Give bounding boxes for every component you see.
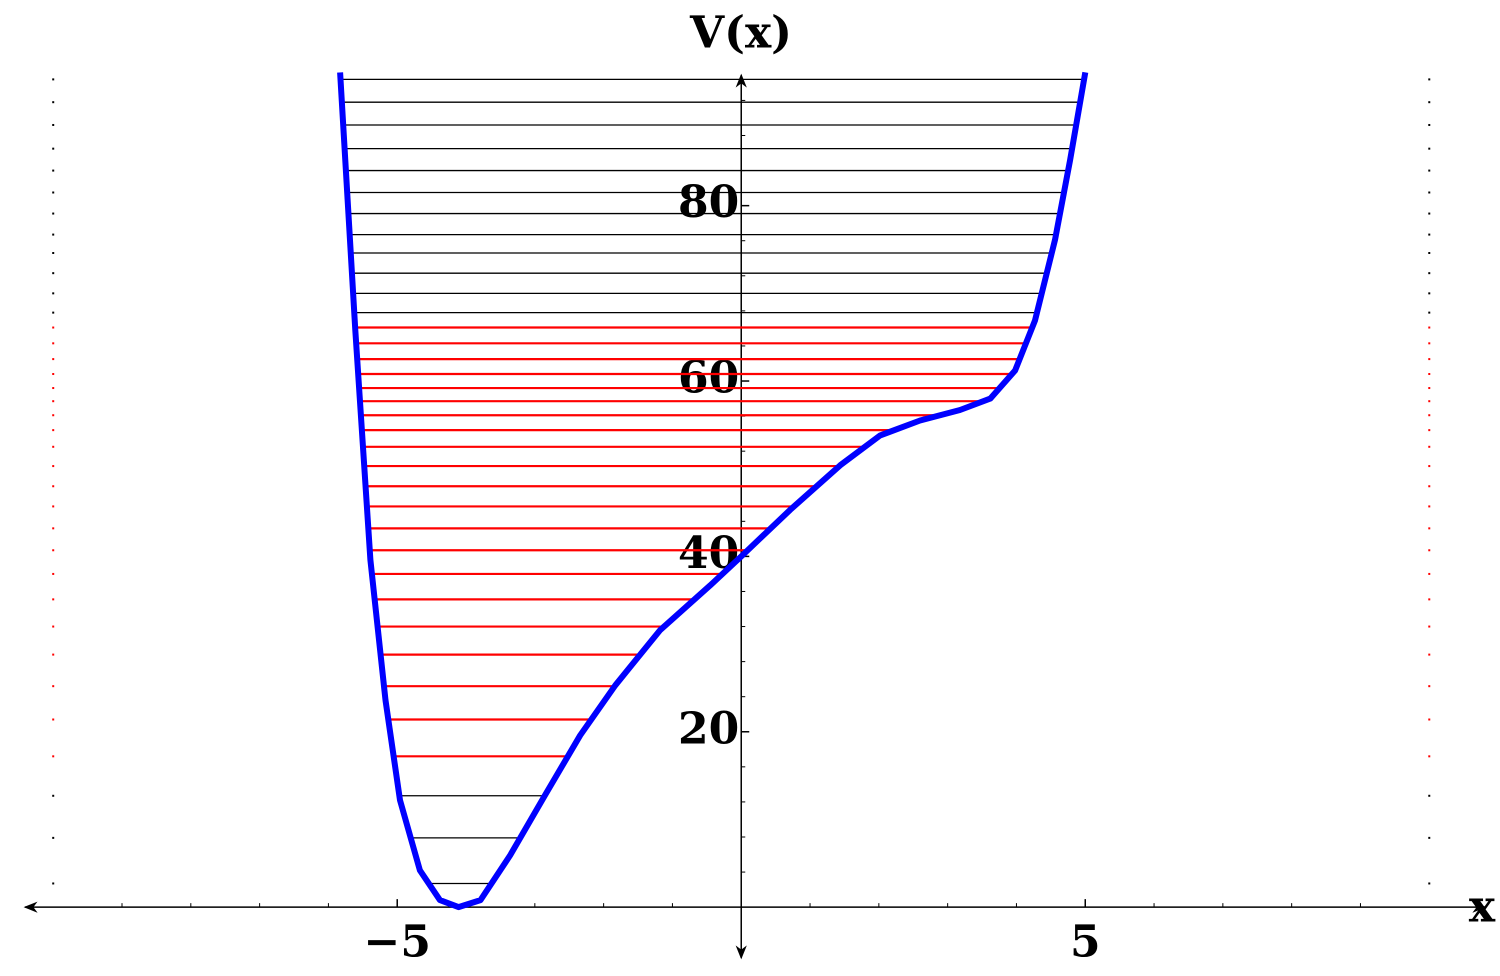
- level-dot: [1428, 685, 1431, 688]
- level-dot: [52, 465, 55, 468]
- y-tick-label: 40: [678, 528, 739, 579]
- y-tick-label: 20: [678, 703, 739, 754]
- level-dot: [1428, 212, 1431, 215]
- level-dot: [1428, 387, 1431, 390]
- level-dot: [1428, 233, 1431, 236]
- level-dot: [1428, 342, 1431, 345]
- level-dot: [52, 212, 55, 215]
- level-dot: [52, 233, 55, 236]
- level-dot: [52, 598, 55, 601]
- level-dot: [1428, 169, 1431, 172]
- level-dot: [52, 505, 55, 508]
- level-dot: [52, 342, 55, 345]
- level-dot: [52, 400, 55, 403]
- level-dot: [52, 147, 55, 150]
- level-dot: [52, 123, 55, 126]
- level-dot: [52, 794, 55, 797]
- level-dot: [1428, 101, 1431, 104]
- level-dot: [1428, 755, 1431, 758]
- level-dot: [52, 755, 55, 758]
- level-dot: [52, 78, 55, 81]
- level-dot: [1428, 400, 1431, 403]
- level-dot: [1428, 505, 1431, 508]
- level-dot: [52, 252, 55, 255]
- level-dot: [1428, 414, 1431, 417]
- y-tick-label: 80: [678, 177, 739, 228]
- level-dot: [1428, 326, 1431, 329]
- level-dot: [52, 685, 55, 688]
- y-axis-title: V(x): [689, 8, 792, 59]
- level-dot: [52, 549, 55, 552]
- level-dot: [1428, 292, 1431, 295]
- x-tick-label: −5: [363, 917, 430, 968]
- level-dot: [1428, 311, 1431, 314]
- level-dot: [1428, 718, 1431, 721]
- level-dot: [52, 169, 55, 172]
- level-dot: [1428, 598, 1431, 601]
- level-dot: [52, 414, 55, 417]
- level-dot: [1428, 653, 1431, 656]
- level-dot: [52, 387, 55, 390]
- level-dot: [52, 445, 55, 448]
- level-dot: [1428, 836, 1431, 839]
- level-dot: [52, 485, 55, 488]
- level-dot: [52, 191, 55, 194]
- level-dot: [1428, 527, 1431, 530]
- level-dot: [52, 836, 55, 839]
- level-dot: [52, 572, 55, 575]
- level-dot: [1428, 429, 1431, 432]
- level-dot: [52, 101, 55, 104]
- x-tick-label: 5: [1070, 917, 1101, 968]
- level-dot: [52, 653, 55, 656]
- level-dot: [1428, 882, 1431, 885]
- level-dot: [1428, 794, 1431, 797]
- level-dot: [1428, 123, 1431, 126]
- level-dot: [52, 358, 55, 361]
- level-dot: [52, 882, 55, 885]
- level-dot: [52, 625, 55, 628]
- level-dot: [1428, 549, 1431, 552]
- level-dot: [1428, 78, 1431, 81]
- level-dot: [52, 373, 55, 376]
- level-dot: [1428, 625, 1431, 628]
- level-dot: [1428, 191, 1431, 194]
- level-dot: [1428, 252, 1431, 255]
- level-dot: [1428, 572, 1431, 575]
- level-dot: [52, 429, 55, 432]
- level-dot: [52, 292, 55, 295]
- level-dot: [1428, 445, 1431, 448]
- potential-curve: [337, 71, 1089, 911]
- level-dot: [52, 527, 55, 530]
- level-dot: [1428, 485, 1431, 488]
- level-dot: [52, 326, 55, 329]
- level-dot: [52, 272, 55, 275]
- level-dot: [52, 311, 55, 314]
- level-dot: [1428, 358, 1431, 361]
- level-dot: [52, 718, 55, 721]
- level-dot: [1428, 272, 1431, 275]
- level-dot: [1428, 147, 1431, 150]
- level-dot: [1428, 465, 1431, 468]
- y-tick-label: 60: [678, 353, 739, 404]
- level-dot: [1428, 373, 1431, 376]
